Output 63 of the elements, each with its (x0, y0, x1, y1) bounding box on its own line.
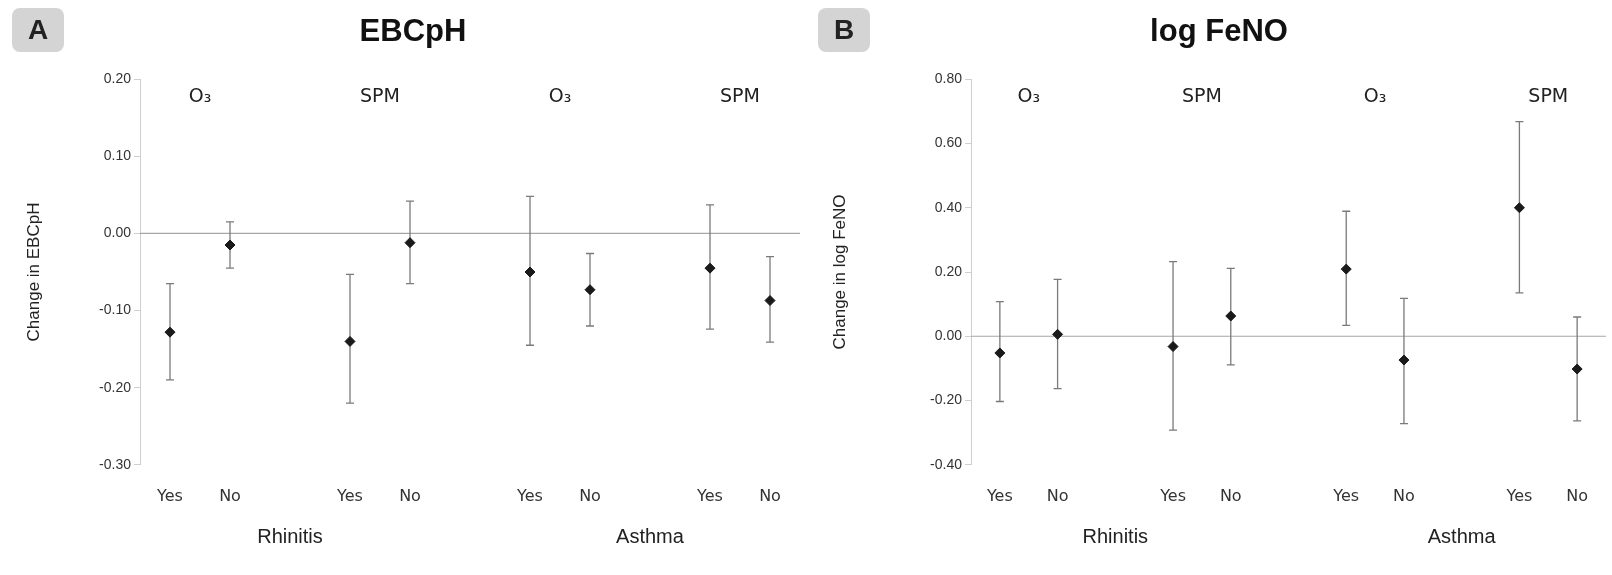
x-tick-label: Yes (156, 485, 183, 505)
x-tick-label: No (1393, 485, 1415, 505)
text: Rhinitis (257, 525, 323, 548)
annotation: SPM (1181, 84, 1222, 107)
x-tick-label: Yes (1159, 485, 1186, 505)
point (1340, 263, 1352, 275)
y-tick-label: 0.00 (934, 327, 963, 344)
annotation: SPM (360, 84, 400, 107)
text: Rhinitis (1082, 525, 1149, 548)
y-tick-label: -0.20 (99, 378, 132, 395)
point (1052, 328, 1064, 340)
point (1513, 202, 1525, 214)
x-tick-label: No (579, 485, 601, 505)
point (994, 347, 1006, 359)
y-tick-label: 0.60 (934, 134, 963, 151)
point (1225, 310, 1237, 322)
y-tick-label: 0.20 (103, 70, 132, 87)
x-tick-label: No (219, 485, 241, 505)
x-tick-label: No (399, 485, 421, 505)
text: Asthma (1427, 525, 1497, 548)
x-tick-label: Yes (985, 485, 1013, 505)
y-tick-label: -0.20 (930, 391, 963, 408)
y-axis-title: Change in log FeNO (829, 194, 849, 350)
y-tick-label: -0.30 (99, 455, 132, 472)
y-tick-label: 0.20 (934, 262, 963, 279)
point (1167, 341, 1179, 353)
point (704, 262, 716, 274)
point (344, 335, 356, 347)
text: Asthma (616, 525, 685, 548)
y-tick-label: 0.00 (103, 224, 132, 241)
y-tick-label: 0.10 (103, 147, 132, 164)
y-tick-label: -0.40 (930, 455, 963, 472)
point (764, 295, 776, 307)
y-tick-label: -0.10 (99, 301, 132, 318)
x-tick-label: Yes (1505, 485, 1533, 505)
annotation: O₃ (1363, 84, 1387, 107)
chart-title: EBCpH (359, 13, 467, 49)
y-tick-label: 0.80 (934, 70, 963, 87)
point (524, 266, 536, 278)
chart-title: log FeNO (1150, 13, 1288, 49)
point (224, 239, 236, 251)
text: A (12, 8, 64, 52)
annotation: O₃ (188, 84, 212, 107)
x-tick-label: No (1046, 485, 1069, 505)
y-tick-label: 0.40 (934, 198, 963, 215)
text: B (818, 8, 870, 52)
x-tick-label: No (1566, 485, 1589, 505)
annotation: O₃ (548, 84, 572, 107)
x-tick-label: Yes (1332, 485, 1360, 505)
x-tick-label: No (759, 485, 781, 505)
point (164, 326, 176, 338)
annotation: SPM (1528, 84, 1569, 107)
annotation: O₃ (1017, 84, 1041, 107)
y-axis-title: Change in EBCpH (23, 202, 43, 342)
point (1398, 354, 1410, 366)
x-tick-label: Yes (516, 485, 543, 505)
point (1571, 363, 1583, 375)
point (404, 237, 416, 249)
x-tick-label: Yes (336, 485, 363, 505)
x-tick-label: No (1219, 485, 1242, 505)
x-tick-label: Yes (696, 485, 723, 505)
point (584, 284, 596, 296)
annotation: SPM (720, 84, 760, 107)
